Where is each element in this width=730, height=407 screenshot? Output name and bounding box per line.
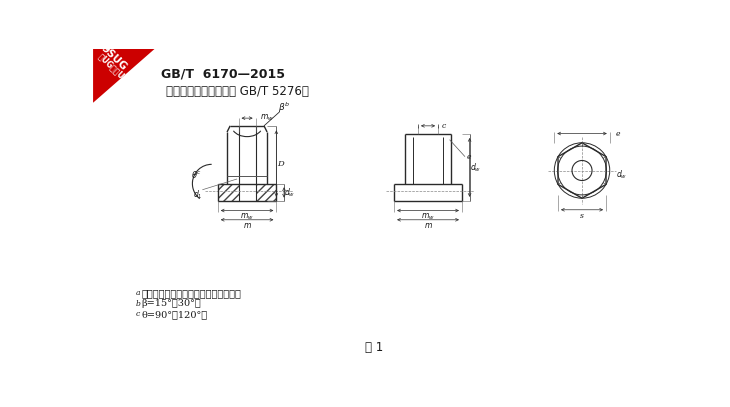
Text: $\theta^c$: $\theta^c$ [191, 169, 201, 180]
Text: 学UG就上UG网: 学UG就上UG网 [96, 52, 134, 89]
Text: b: b [136, 300, 140, 308]
Text: $m$: $m$ [242, 221, 252, 230]
Text: $\beta^b$: $\beta^b$ [278, 100, 290, 114]
Text: D: D [277, 160, 283, 168]
Text: 要求垫圈面型式时，应在订单中注明；: 要求垫圈面型式时，应在订单中注明； [142, 288, 242, 298]
Text: a: a [136, 289, 140, 297]
Text: e: e [615, 129, 620, 138]
Text: $d_w$: $d_w$ [616, 168, 628, 181]
Text: 9SUG: 9SUG [99, 44, 129, 73]
Text: $m_w$: $m_w$ [240, 212, 254, 222]
Polygon shape [93, 49, 155, 103]
Text: $d_w$: $d_w$ [470, 161, 481, 174]
Text: c: c [442, 122, 446, 130]
Text: GB/T  6170—2015: GB/T 6170—2015 [161, 68, 285, 81]
Text: $d_1$: $d_1$ [193, 188, 203, 201]
Text: e: e [466, 153, 471, 161]
Text: $m_w$: $m_w$ [260, 113, 274, 123]
Text: $m$: $m$ [423, 221, 432, 230]
Text: $d_w$: $d_w$ [284, 186, 295, 199]
Text: c: c [136, 311, 139, 319]
Text: s: s [580, 212, 584, 220]
Text: β=15°～30°；: β=15°～30°； [142, 299, 201, 308]
Text: 尺寸代号和标注应符合 GB/T 5276。: 尺寸代号和标注应符合 GB/T 5276。 [166, 85, 309, 98]
Text: 图 1: 图 1 [365, 341, 383, 354]
Text: θ=90°～120°。: θ=90°～120°。 [142, 310, 208, 319]
Text: $m_w$: $m_w$ [421, 212, 435, 222]
Polygon shape [558, 143, 606, 198]
